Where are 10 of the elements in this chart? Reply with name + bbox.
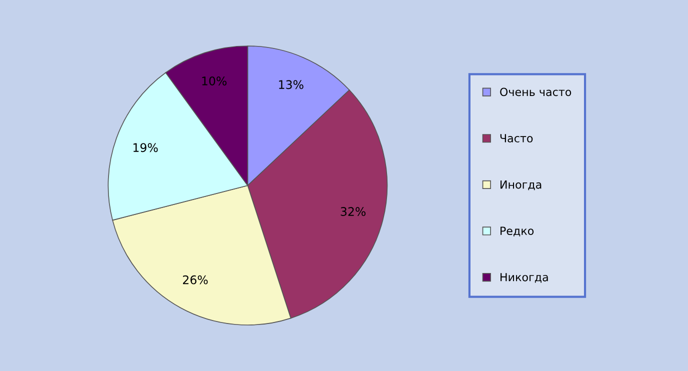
legend-label: Редко: [500, 226, 534, 236]
data-label: 32%: [340, 207, 366, 216]
data-label: 10%: [202, 76, 227, 86]
legend-label: Очень часто: [500, 88, 572, 96]
data-label: 13%: [279, 80, 304, 90]
legend-label: Часто: [500, 134, 533, 142]
data-label: 19%: [133, 143, 158, 152]
legend-label: Иногда: [500, 180, 542, 190]
data-label: 26%: [183, 275, 208, 284]
legend-label: Никогда: [500, 273, 548, 283]
